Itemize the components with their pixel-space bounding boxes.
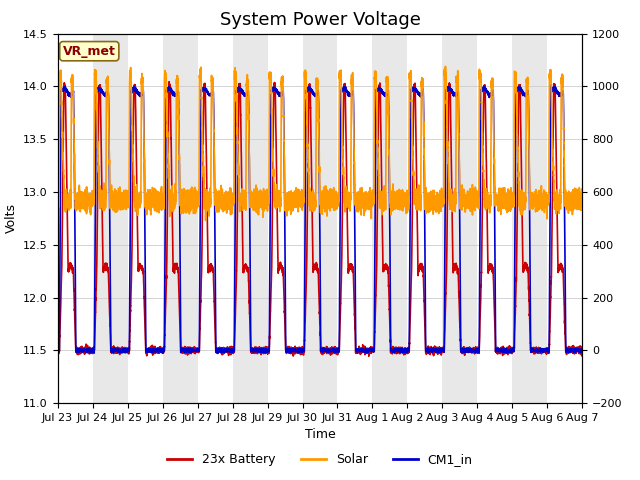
CM1_in <box>214 350 221 356</box>
23x Battery <box>232 288 240 294</box>
Title: System Power Voltage: System Power Voltage <box>220 11 420 29</box>
X-axis label: Time: Time <box>305 429 335 442</box>
23x Battery <box>302 284 310 290</box>
Solar <box>202 217 209 223</box>
Solar <box>302 76 310 82</box>
CM1_in <box>547 82 555 88</box>
23x Battery <box>438 349 445 355</box>
CM1_in <box>557 91 564 97</box>
Bar <box>442 34 477 403</box>
Bar <box>372 34 408 403</box>
Legend: 23x Battery, Solar, CM1_in: 23x Battery, Solar, CM1_in <box>163 448 477 471</box>
Solar <box>54 199 61 205</box>
23x Battery <box>365 353 372 359</box>
23x Battery <box>452 260 460 266</box>
Bar <box>93 34 127 403</box>
Solar <box>442 63 449 69</box>
CM1_in <box>437 348 445 354</box>
Solar <box>437 194 445 200</box>
Solar <box>232 69 240 74</box>
CM1_in <box>232 92 240 97</box>
CM1_in <box>54 348 61 353</box>
23x Battery <box>54 348 61 354</box>
Line: 23x Battery: 23x Battery <box>58 82 582 356</box>
Solar <box>579 198 586 204</box>
Y-axis label: Volts: Volts <box>4 204 17 233</box>
CM1_in <box>579 348 586 353</box>
Bar <box>163 34 198 403</box>
23x Battery <box>579 348 586 354</box>
23x Battery <box>550 84 558 90</box>
CM1_in <box>452 91 460 96</box>
CM1_in <box>302 89 310 95</box>
23x Battery <box>165 79 173 84</box>
Text: VR_met: VR_met <box>63 45 116 58</box>
Bar <box>303 34 337 403</box>
Line: Solar: Solar <box>58 66 582 220</box>
Solar <box>452 109 460 115</box>
23x Battery <box>557 262 564 268</box>
Solar <box>550 189 558 194</box>
Solar <box>557 206 564 212</box>
Bar <box>513 34 547 403</box>
Line: CM1_in: CM1_in <box>58 85 582 353</box>
Bar <box>232 34 268 403</box>
CM1_in <box>550 87 558 93</box>
